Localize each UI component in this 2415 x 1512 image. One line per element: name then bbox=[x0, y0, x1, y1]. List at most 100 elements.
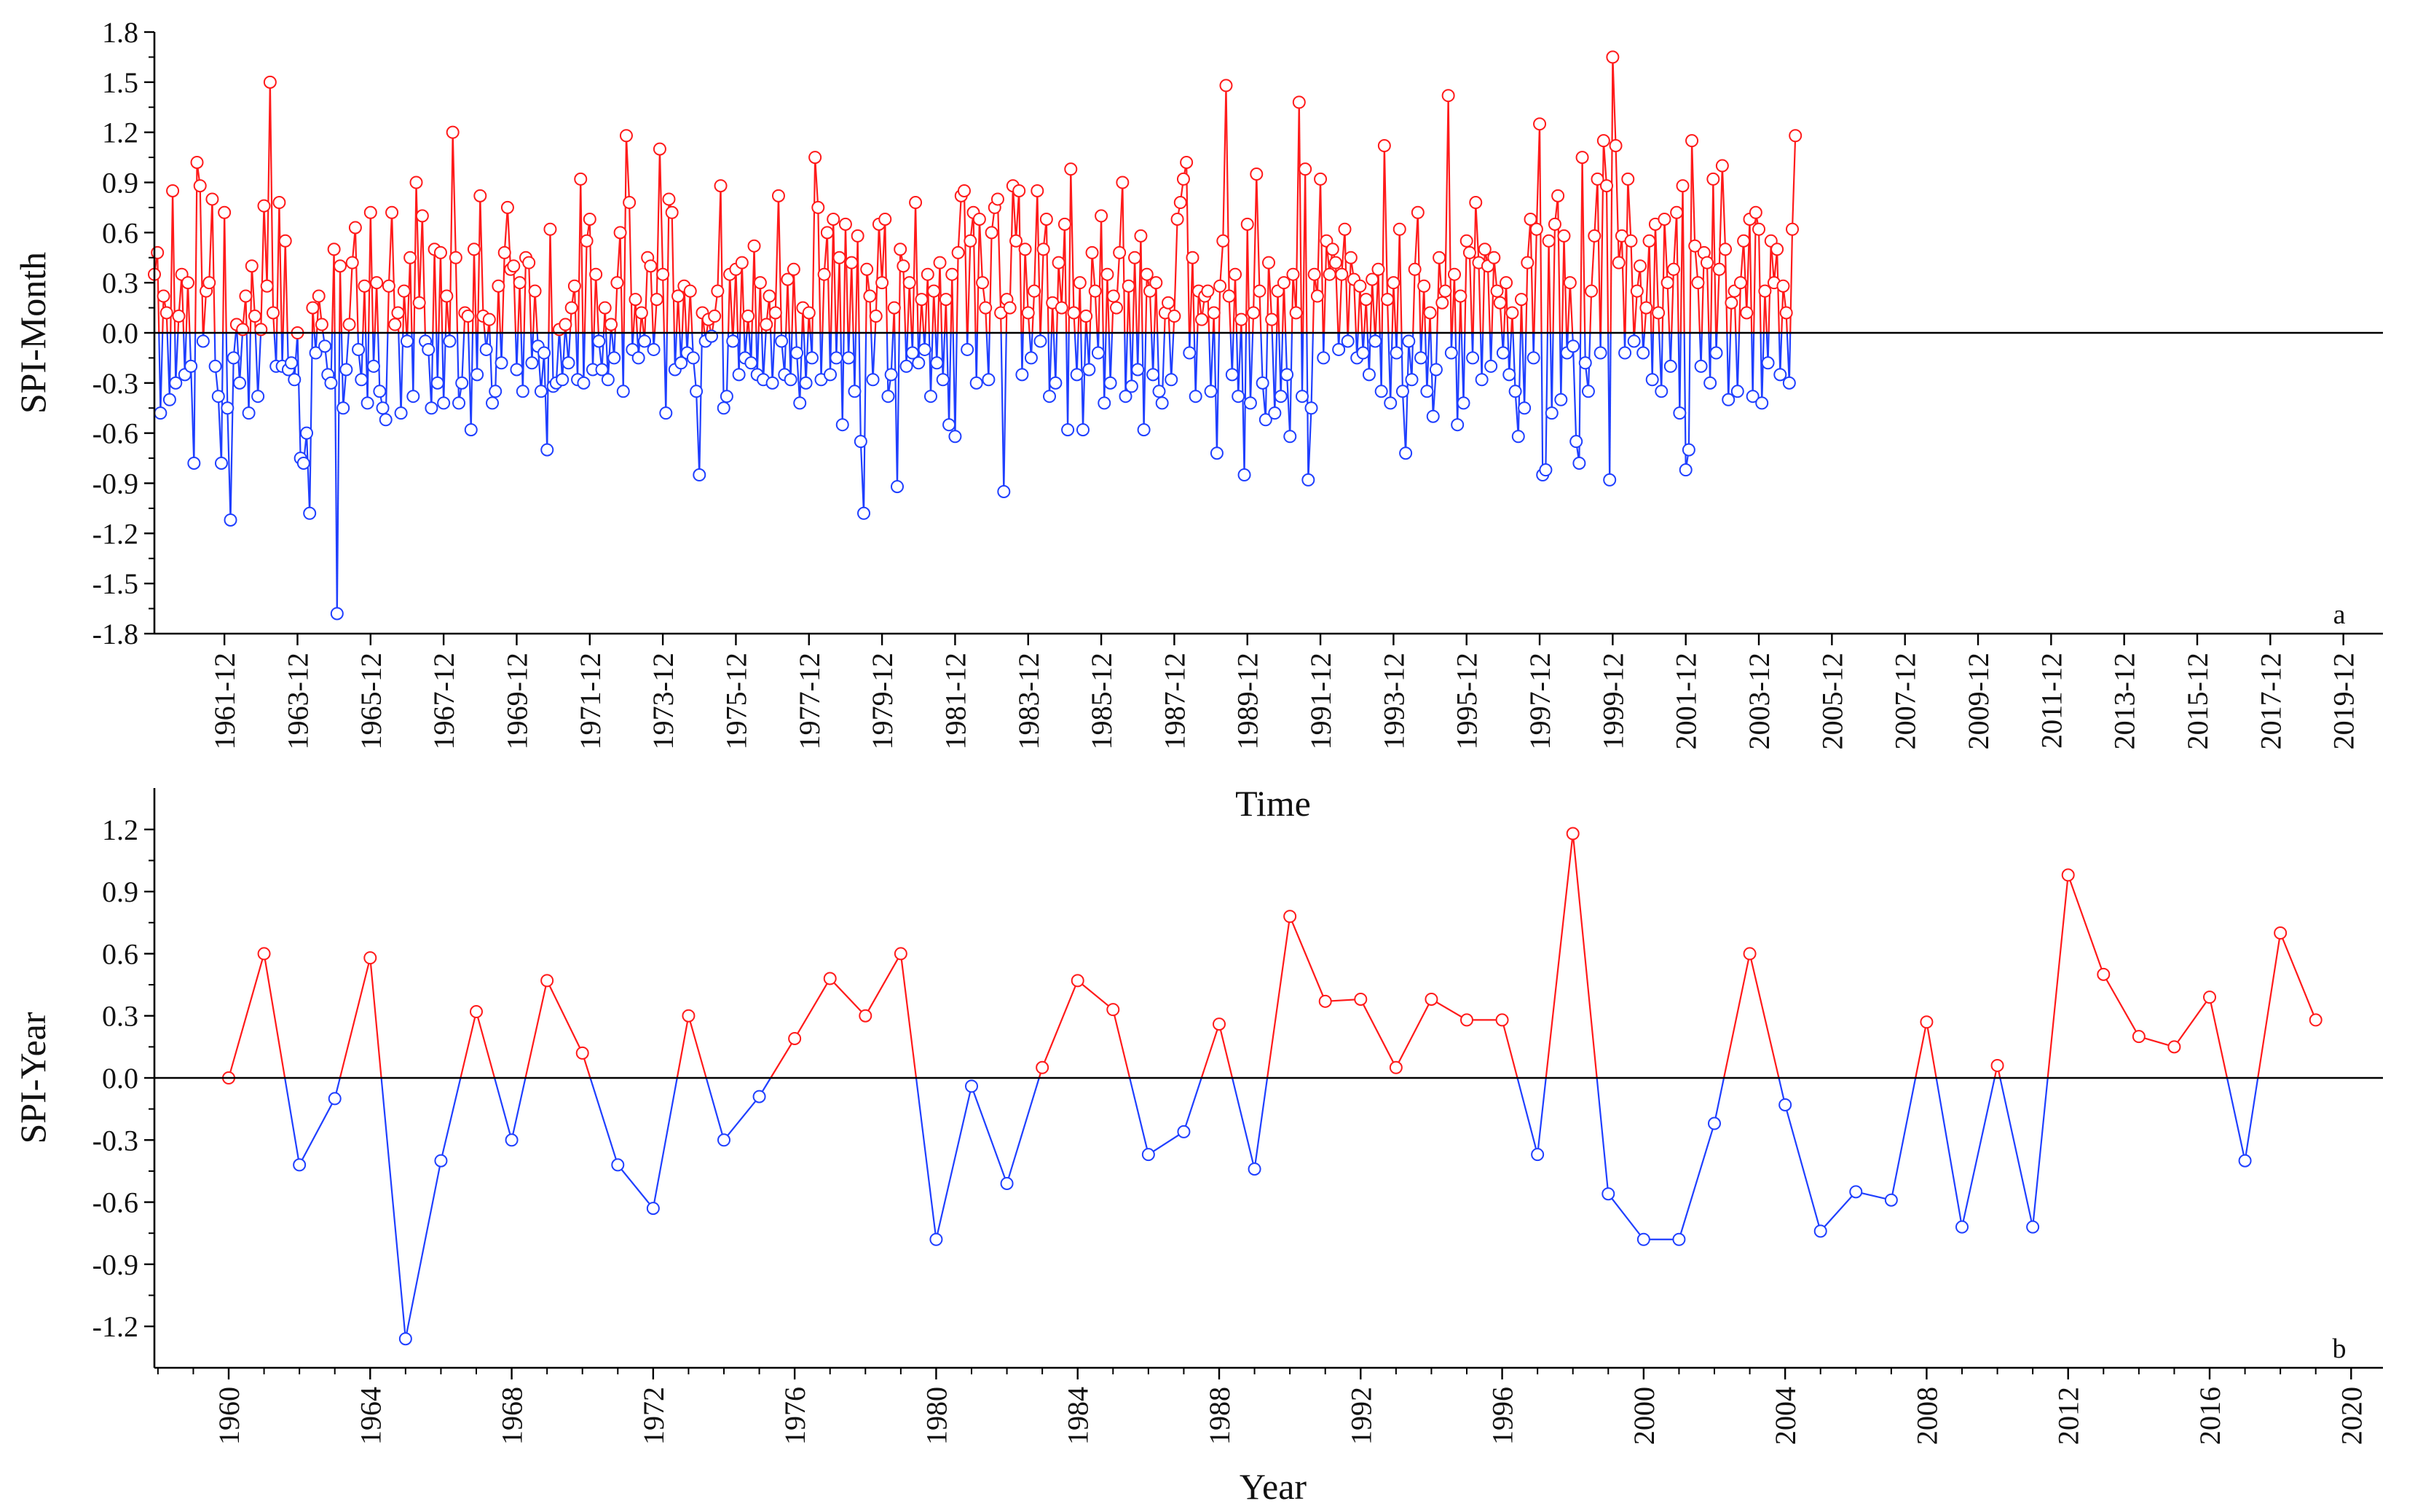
data-point bbox=[1073, 276, 1087, 290]
data-point bbox=[875, 276, 889, 290]
series-segment bbox=[284, 240, 288, 334]
data-point bbox=[1715, 159, 1729, 173]
data-point bbox=[1341, 334, 1355, 348]
x-tick-label: 2017-12 bbox=[2254, 653, 2287, 749]
data-point bbox=[860, 262, 874, 276]
series-segment bbox=[238, 332, 244, 383]
data-point bbox=[580, 234, 594, 248]
data-point bbox=[1730, 385, 1744, 398]
series-segment bbox=[1596, 178, 1602, 334]
data-point bbox=[1116, 176, 1130, 189]
data-point bbox=[945, 267, 959, 281]
series-segment bbox=[278, 202, 283, 334]
data-point bbox=[1694, 359, 1708, 373]
series-segment bbox=[948, 332, 952, 425]
series-segment bbox=[1721, 165, 1727, 250]
series-segment bbox=[1468, 252, 1473, 334]
series-segment bbox=[705, 1077, 725, 1141]
data-point bbox=[196, 334, 210, 348]
series-segment bbox=[1024, 249, 1029, 313]
series-segment bbox=[354, 227, 359, 334]
data-point bbox=[154, 406, 168, 420]
data-point bbox=[1849, 1185, 1863, 1199]
x-tick-label: 1993-12 bbox=[1377, 653, 1410, 749]
data-point bbox=[912, 356, 926, 370]
series-segment bbox=[284, 1077, 301, 1165]
data-point bbox=[2238, 1154, 2252, 1168]
data-point bbox=[1152, 385, 1166, 398]
series-segment bbox=[1077, 980, 1114, 1011]
data-point bbox=[257, 947, 271, 961]
series-segment bbox=[665, 332, 668, 414]
data-point bbox=[1708, 1117, 1721, 1130]
series-segment bbox=[336, 332, 341, 614]
data-point bbox=[1106, 1003, 1120, 1017]
series-segment bbox=[1338, 274, 1343, 334]
x-tick-label: 1975-12 bbox=[720, 653, 752, 749]
series-segment bbox=[248, 332, 251, 414]
data-point bbox=[887, 301, 901, 315]
data-point bbox=[784, 373, 797, 387]
series-segment bbox=[1589, 291, 1593, 334]
data-point bbox=[1332, 342, 1346, 356]
data-point bbox=[409, 176, 423, 189]
data-point bbox=[1712, 262, 1726, 276]
data-point bbox=[296, 456, 310, 470]
series-segment bbox=[738, 332, 741, 375]
data-point bbox=[894, 947, 907, 961]
series-segment bbox=[799, 332, 803, 403]
series-segment bbox=[1505, 283, 1509, 334]
data-point bbox=[1353, 279, 1367, 293]
series-segment bbox=[1304, 169, 1308, 334]
data-point bbox=[863, 289, 877, 303]
data-point bbox=[969, 376, 983, 390]
data-point bbox=[1435, 296, 1449, 310]
x-tick-label: 1973-12 bbox=[647, 653, 679, 749]
data-point bbox=[1484, 359, 1498, 373]
data-point bbox=[193, 179, 207, 193]
x-tick-label: 1997-12 bbox=[1524, 653, 1556, 749]
data-point bbox=[1691, 276, 1705, 290]
series-segment bbox=[689, 291, 693, 334]
data-point bbox=[629, 293, 642, 307]
data-point bbox=[1425, 992, 1438, 1006]
data-point bbox=[358, 279, 371, 293]
data-point bbox=[1277, 276, 1291, 290]
data-point bbox=[1009, 234, 1023, 248]
data-point bbox=[1624, 234, 1638, 248]
series-segment bbox=[770, 1038, 796, 1079]
series-segment bbox=[225, 332, 229, 409]
data-point bbox=[1621, 172, 1635, 186]
series-segment bbox=[409, 257, 413, 334]
series-segment bbox=[1231, 1077, 1256, 1170]
data-point bbox=[382, 279, 395, 293]
data-point bbox=[1064, 162, 1078, 176]
series-segment bbox=[1277, 291, 1280, 334]
data-point bbox=[1658, 212, 1671, 226]
data-point bbox=[1031, 184, 1044, 197]
y-tick-label: 0.9 bbox=[102, 167, 138, 200]
data-point bbox=[1636, 1232, 1650, 1246]
data-point bbox=[1585, 284, 1599, 298]
data-point bbox=[915, 293, 929, 307]
data-point bbox=[339, 363, 353, 377]
data-point bbox=[470, 1005, 483, 1019]
series-segment bbox=[1103, 332, 1107, 403]
data-point bbox=[1673, 406, 1687, 420]
series-segment bbox=[339, 266, 343, 334]
data-point bbox=[1389, 1060, 1403, 1074]
series-segment bbox=[1210, 332, 1214, 392]
series-segment bbox=[1627, 178, 1632, 241]
data-point bbox=[788, 1031, 802, 1045]
data-point bbox=[208, 359, 222, 373]
data-point bbox=[683, 284, 697, 298]
series-segment bbox=[1197, 291, 1199, 334]
data-point bbox=[1666, 262, 1680, 276]
series-segment bbox=[1605, 186, 1610, 334]
data-point bbox=[1634, 259, 1647, 273]
data-point bbox=[830, 351, 843, 365]
data-point bbox=[1402, 334, 1416, 348]
data-point bbox=[735, 256, 749, 269]
data-point bbox=[933, 256, 947, 269]
data-point bbox=[1219, 79, 1233, 92]
